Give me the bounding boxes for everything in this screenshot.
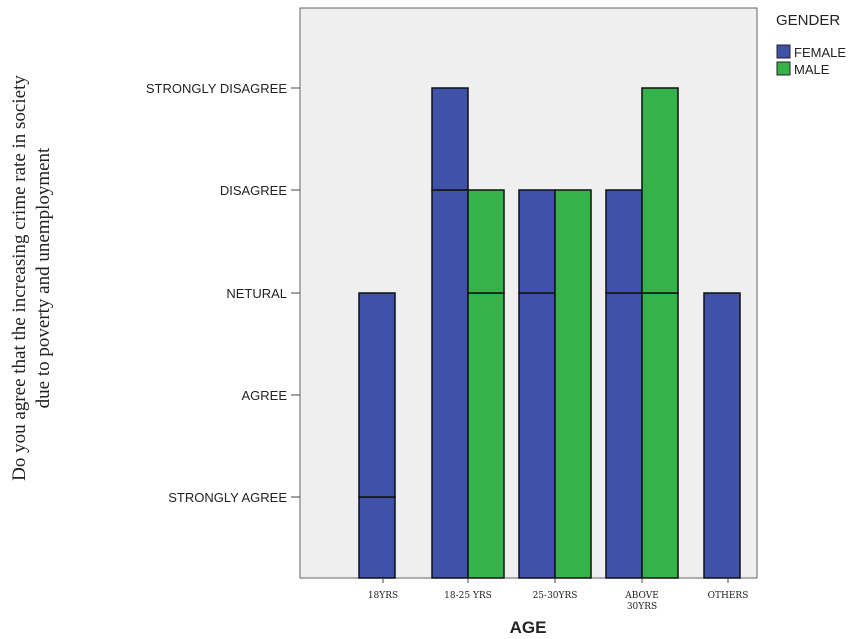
x-axis-label: AGE [510,618,547,637]
bar-segment-male [554,189,592,579]
bar-segment-female [358,496,396,579]
bar-segment-female [358,292,396,498]
y-axis-label: Do you agree that the increasing crime r… [9,75,54,481]
bar-segment-female [431,87,469,191]
x-tick-label: 25-30YRS [533,591,578,601]
x-tick-label: OTHERS [708,591,749,601]
legend-label-male: MALE [794,62,830,77]
y-tick-label: NETURAL [226,286,287,301]
bar-segment-female [431,189,469,579]
y-tick-label: AGREE [241,388,287,403]
legend-label-female: FEMALE [794,45,846,60]
x-tick-label: 18-25 YRS [444,591,492,601]
bar-segment-male [641,292,679,579]
bar-segment-female [703,292,741,579]
bar-segment-female [518,189,556,294]
y-axis-label-line-1: Do you agree that the increasing crime r… [9,75,30,481]
bar-segment-female [605,292,643,579]
legend-title: GENDER [776,12,840,29]
y-tick-label: STRONGLY AGREE [168,490,287,505]
bar-segment-female [518,292,556,579]
legend: GENDER FEMALE MALE [776,12,846,77]
y-tick-label: STRONGLY DISAGREE [146,81,287,96]
x-tick-label: ABOVE [624,591,659,601]
legend-swatch-female [776,44,791,59]
x-tick-label: 18YRS [368,591,398,601]
bar-segment-female [605,189,643,294]
bar-segment-male [467,189,505,294]
bar-segment-male [641,87,679,294]
x-tick-label: 30YRS [627,602,657,612]
bars-group [358,87,741,579]
y-tick-label: DISAGREE [220,183,288,198]
legend-swatch-male [776,61,791,76]
y-axis-label-line-2: due to poverty and unemployment [33,147,54,408]
y-axis: STRONGLY AGREE AGREE NETURAL DISAGREE STRONG… [146,81,300,505]
bar-segment-male [467,292,505,579]
